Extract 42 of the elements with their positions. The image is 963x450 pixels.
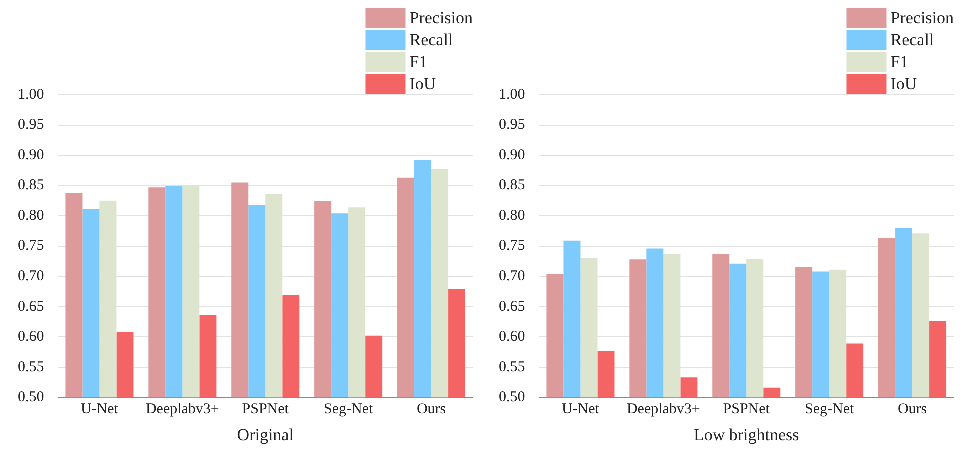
y-tick-label: 0.80 xyxy=(18,208,44,224)
x-tick-label: Seg-Net xyxy=(804,402,855,418)
y-tick-label: 0.95 xyxy=(499,117,526,134)
legend-label: Precision xyxy=(410,8,474,28)
y-tick-label: 1.00 xyxy=(18,86,44,103)
x-tick-label: Ours xyxy=(898,402,928,418)
x-tick-label: Seg-Net xyxy=(324,402,374,418)
legend-label: F1 xyxy=(890,52,909,72)
legend-label: Recall xyxy=(410,30,454,50)
y-tick-label: 0.90 xyxy=(499,147,526,164)
x-tick-label: U-Net xyxy=(80,402,120,418)
x-tick-label: PSPNet xyxy=(723,402,771,418)
y-tick-label: 0.90 xyxy=(18,147,44,164)
y-tick-label: 0.55 xyxy=(499,359,526,376)
x-tick-label: PSPNet xyxy=(242,402,290,418)
x-tick-label: U-Net xyxy=(562,402,600,418)
y-tick-label: 0.65 xyxy=(499,298,526,315)
x-tick-label: Deeplabv3+ xyxy=(626,402,700,418)
y-tick-label: 0.95 xyxy=(18,117,44,134)
y-tick-label: 0.65 xyxy=(18,298,44,315)
legend-label: IoU xyxy=(410,74,436,94)
x-axis-title: Low brightness xyxy=(694,425,800,444)
y-tick-label: 0.70 xyxy=(18,268,44,284)
legend-label: Precision xyxy=(890,8,954,28)
y-tick-label: 0.50 xyxy=(499,390,526,406)
x-tick-label: Deeplabv3+ xyxy=(146,402,220,418)
x-tick-label: Ours xyxy=(416,402,446,418)
x-axis-title: Original xyxy=(237,425,294,444)
y-tick-label: 0.85 xyxy=(499,178,526,194)
y-tick-label: 1.00 xyxy=(499,86,526,103)
y-tick-label: 0.60 xyxy=(18,329,44,346)
y-tick-label: 0.55 xyxy=(18,359,44,376)
legend-label: F1 xyxy=(410,52,428,72)
y-tick-label: 0.50 xyxy=(18,390,44,406)
y-tick-label: 0.75 xyxy=(18,238,44,254)
y-tick-label: 0.70 xyxy=(499,268,526,284)
y-tick-label: 0.80 xyxy=(499,208,526,224)
legend-label: Recall xyxy=(890,30,934,50)
legend-label: IoU xyxy=(890,74,918,94)
y-tick-label: 0.75 xyxy=(499,238,526,254)
y-tick-label: 0.85 xyxy=(18,178,44,194)
y-tick-label: 0.60 xyxy=(499,329,526,346)
